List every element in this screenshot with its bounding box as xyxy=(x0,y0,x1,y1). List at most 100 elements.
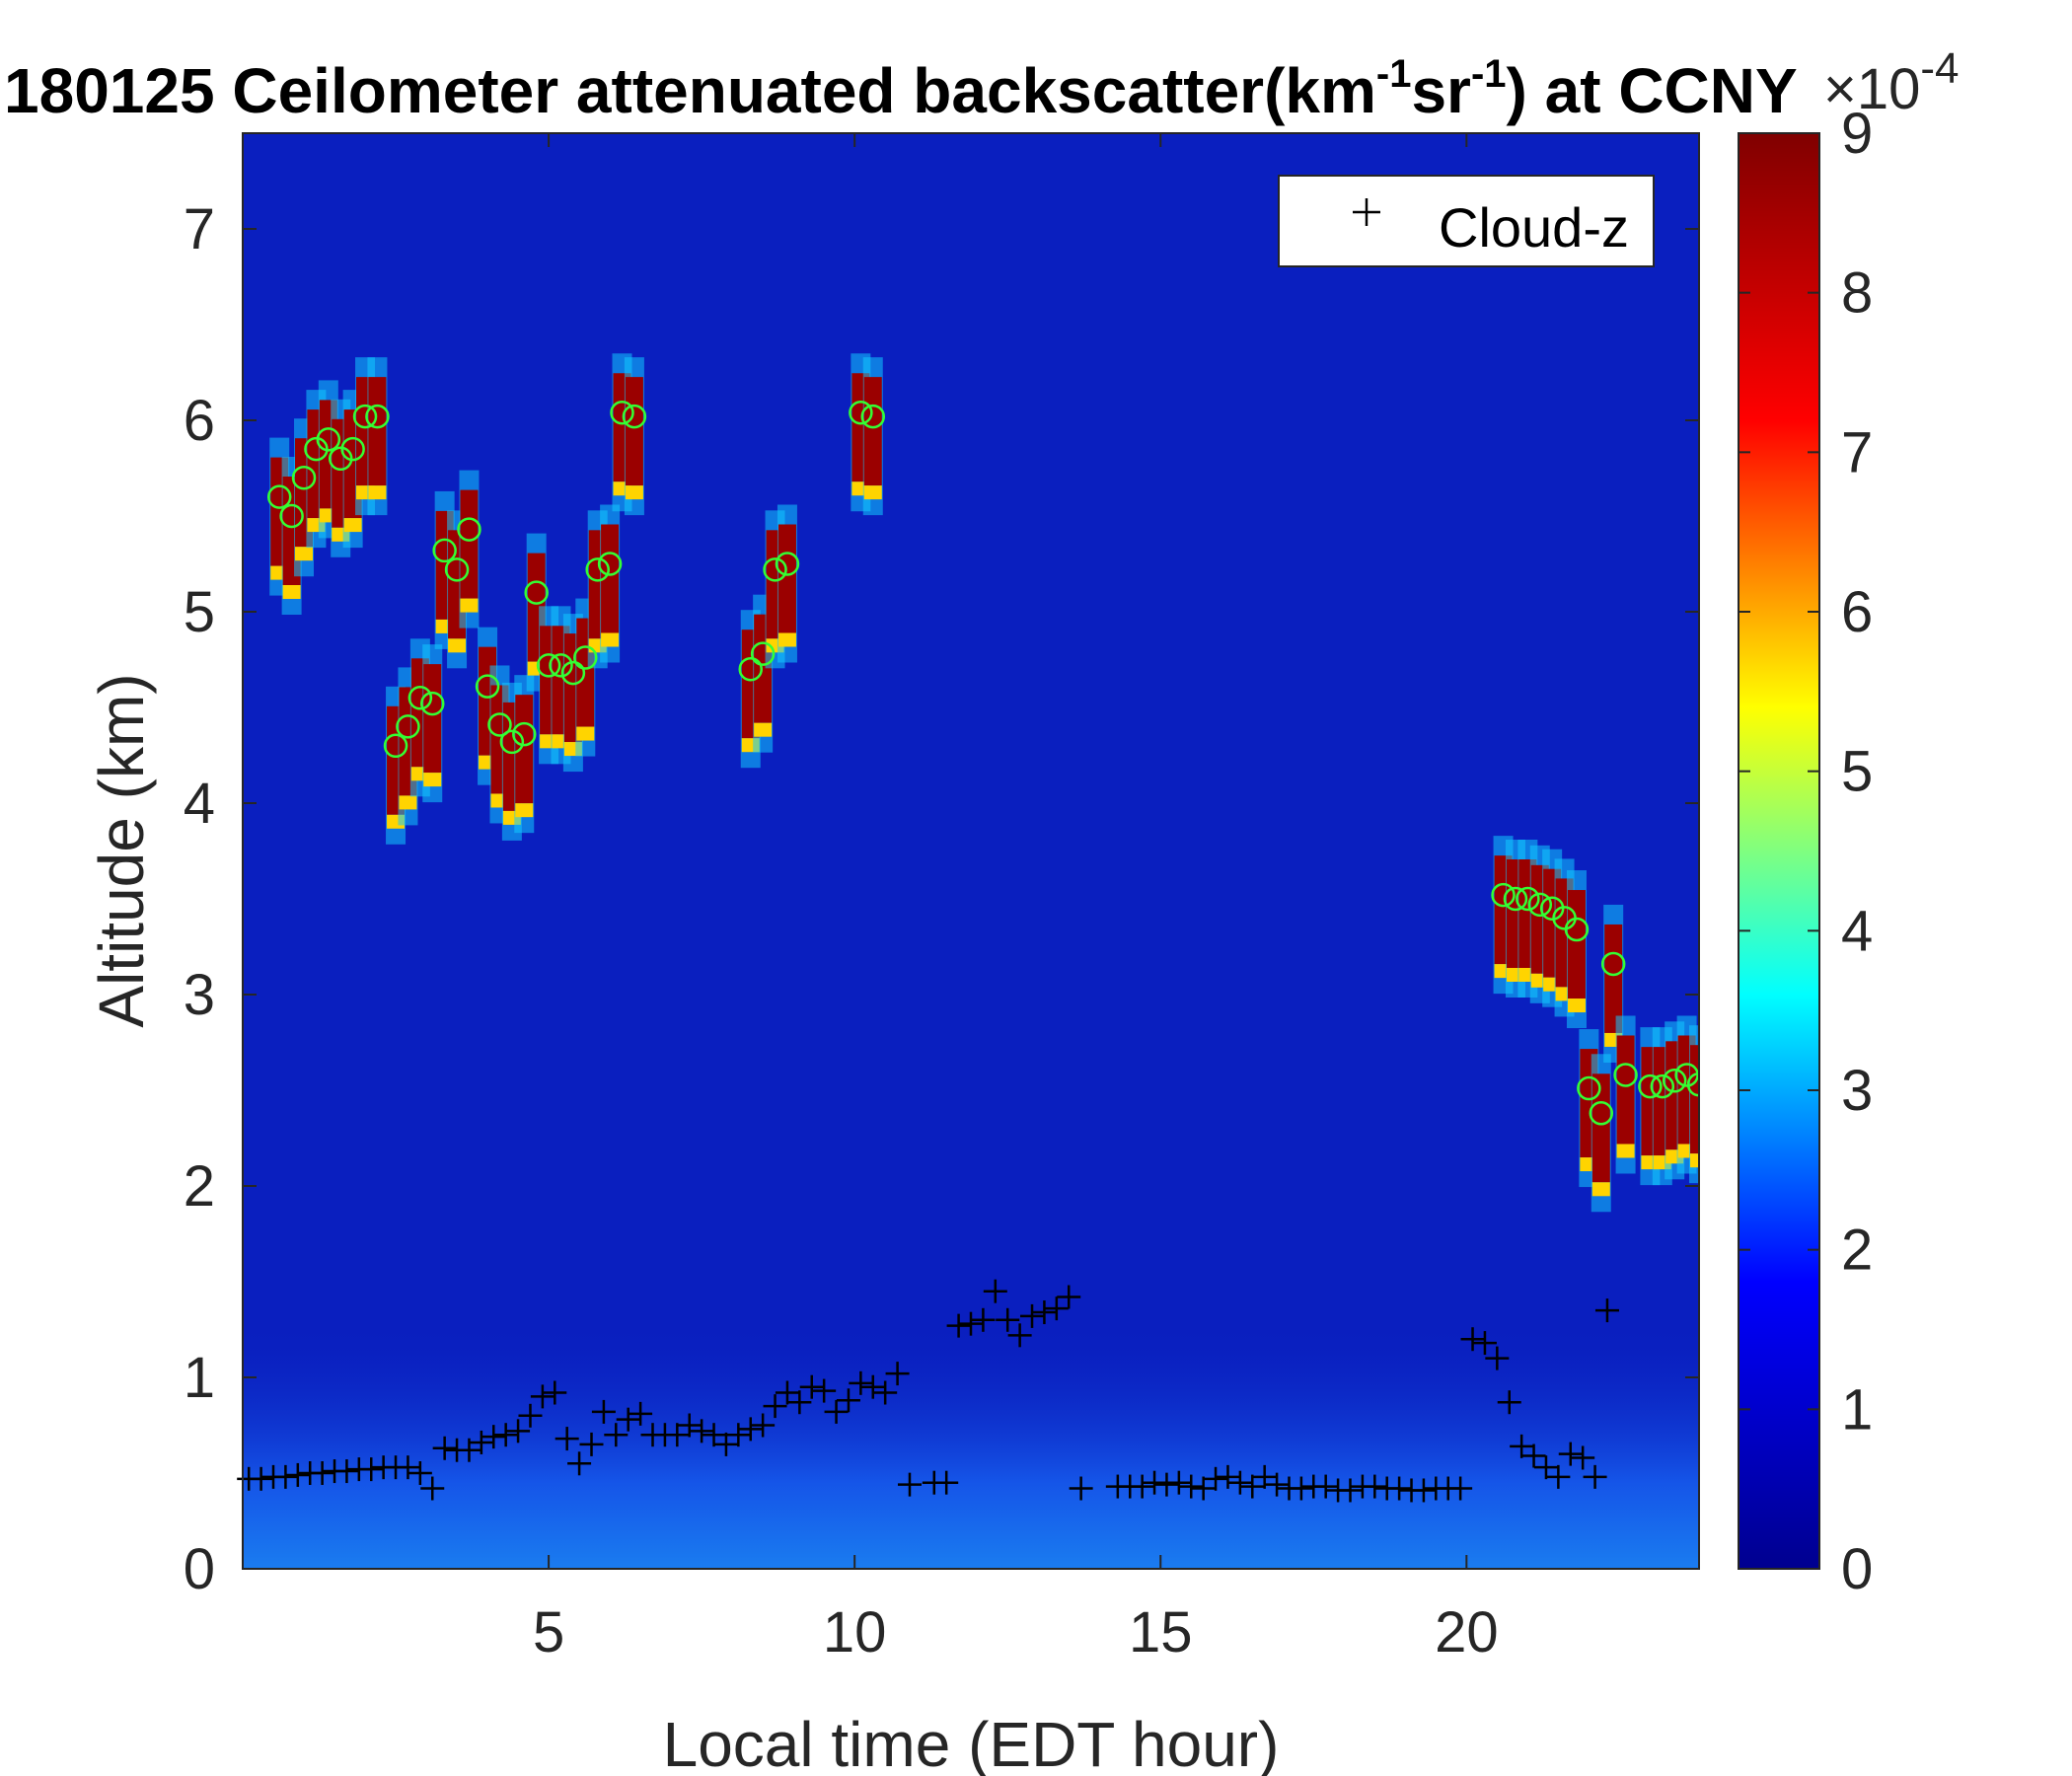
colorbar-exponent: ×10-4 xyxy=(1823,44,1960,121)
cloud-base-circle xyxy=(1527,892,1553,918)
cloud-base-circle xyxy=(291,465,317,490)
cloud-base-circle xyxy=(1638,1073,1663,1099)
title-superscript-1: -1 xyxy=(1376,52,1412,96)
cloud-z-point xyxy=(665,1423,690,1447)
cloud-edge-column xyxy=(460,598,479,613)
cloud-base-circle xyxy=(536,653,561,678)
cloud-base-circle xyxy=(763,557,787,582)
cloud-z-point xyxy=(702,1423,726,1447)
colorbar-tick-label: 9 xyxy=(1841,102,1873,166)
cloud-base-circle xyxy=(738,656,763,682)
cloud-base-circle xyxy=(549,653,573,678)
title-mid: sr xyxy=(1411,55,1471,126)
legend-box xyxy=(1278,175,1655,267)
cloud-z-point xyxy=(1571,1445,1595,1470)
chart-title: 180125 Ceilometer attenuated backscatter… xyxy=(4,52,1798,126)
cloud-base-circle xyxy=(499,729,525,755)
cloud-z-point xyxy=(1594,1298,1619,1323)
cloud-z-point xyxy=(787,1390,812,1415)
cloud-z-point xyxy=(1143,1470,1167,1495)
colorbar-tick-label: 2 xyxy=(1841,1219,1873,1283)
cloud-base-circle xyxy=(1613,1063,1638,1087)
cloud-base-circle xyxy=(1516,886,1540,912)
cloud-z-point xyxy=(983,1279,1007,1303)
cloud-z-point xyxy=(1179,1474,1204,1499)
cloud-core-column xyxy=(1567,890,1586,999)
colorbar-tick-label: 4 xyxy=(1841,899,1873,963)
cloud-z-point xyxy=(713,1432,738,1456)
cloud-z-point xyxy=(1460,1327,1485,1352)
cloud-z-point xyxy=(273,1464,298,1489)
title-superscript-2: -1 xyxy=(1471,52,1507,96)
cloud-z-point xyxy=(579,1432,604,1456)
cloud-z-point xyxy=(1057,1285,1081,1309)
cloud-base-circle xyxy=(1503,886,1528,912)
y-tick-label: 4 xyxy=(184,772,215,836)
cloud-base-circle xyxy=(573,645,598,670)
cloud-z-point xyxy=(407,1461,432,1485)
cloud-z-point xyxy=(1252,1464,1277,1489)
cloud-z-point xyxy=(1338,1478,1363,1503)
cloud-base-circle xyxy=(622,404,647,429)
cloud-backscatter-regions xyxy=(269,353,1720,1213)
cloud-edge-column xyxy=(448,638,467,653)
cloud-base-circle xyxy=(849,400,873,425)
cloud-z-point xyxy=(873,1380,898,1405)
cloud-base-circle xyxy=(750,641,776,666)
cloud-z-point xyxy=(310,1461,334,1485)
cloud-edge-column xyxy=(423,773,442,787)
cloud-base-circle xyxy=(524,580,549,605)
cloud-edge-column xyxy=(754,722,773,737)
cloud-z-point xyxy=(530,1384,555,1409)
cloud-z-point xyxy=(481,1425,506,1449)
cloud-z-point xyxy=(493,1423,518,1447)
cloud-base-circle xyxy=(444,557,470,582)
cloud-base-circle xyxy=(352,404,378,429)
cloud-edge-column xyxy=(1690,1153,1699,1168)
x-tick-label: 20 xyxy=(1435,1600,1499,1665)
plot-frame xyxy=(242,132,1700,1570)
cloud-edge-column xyxy=(1616,1144,1635,1158)
y-tick-label: 2 xyxy=(184,1154,215,1219)
title-suffix: ) at CCNY xyxy=(1507,55,1798,126)
cloud-z-point xyxy=(971,1307,996,1332)
cloud-base-circle xyxy=(279,503,304,529)
cloud-z-point xyxy=(1191,1476,1216,1501)
x-tick-label: 5 xyxy=(533,1600,564,1665)
cloud-core-column xyxy=(1591,1073,1610,1183)
cloud-z-point xyxy=(1069,1476,1093,1501)
cloud-edge-column xyxy=(1591,1182,1610,1197)
cloud-z-point xyxy=(1510,1434,1534,1458)
cloud-z-point xyxy=(836,1388,860,1413)
cloud-z-point xyxy=(812,1378,837,1403)
cloud-core-column xyxy=(1616,1035,1635,1145)
cloud-z-point xyxy=(567,1451,592,1476)
cloud-edge-column xyxy=(399,795,417,810)
cloud-z-point xyxy=(591,1399,616,1424)
cloud-base-circle xyxy=(1686,1072,1699,1097)
colorbar-tick-label: 6 xyxy=(1841,580,1873,644)
cloud-z-point xyxy=(763,1394,787,1419)
cloud-z-point xyxy=(334,1459,359,1484)
cloud-core-column xyxy=(368,377,387,486)
y-tick-label: 3 xyxy=(184,963,215,1027)
cloud-core-column xyxy=(1702,1059,1720,1167)
y-tick-label: 5 xyxy=(184,580,215,644)
cloud-base-circle xyxy=(1600,951,1626,977)
y-tick-label: 6 xyxy=(184,389,215,453)
colorbar-gradient xyxy=(1738,132,1820,1570)
cloud-core-column xyxy=(460,489,479,599)
cloud-z-point xyxy=(849,1370,873,1395)
cloud-base-circle xyxy=(340,436,365,462)
cloud-base-circle xyxy=(610,400,634,425)
cloud-core-column xyxy=(1604,924,1623,1033)
cloud-z-point xyxy=(1558,1442,1583,1466)
cloud-z-point xyxy=(1032,1300,1057,1325)
x-tick-label: 10 xyxy=(823,1600,887,1665)
cloud-z-point xyxy=(1240,1474,1265,1499)
cloud-base-circle xyxy=(475,674,500,699)
cloud-core-column xyxy=(625,377,643,486)
cloud-z-point xyxy=(996,1307,1020,1332)
cloud-z-point xyxy=(1472,1331,1497,1356)
